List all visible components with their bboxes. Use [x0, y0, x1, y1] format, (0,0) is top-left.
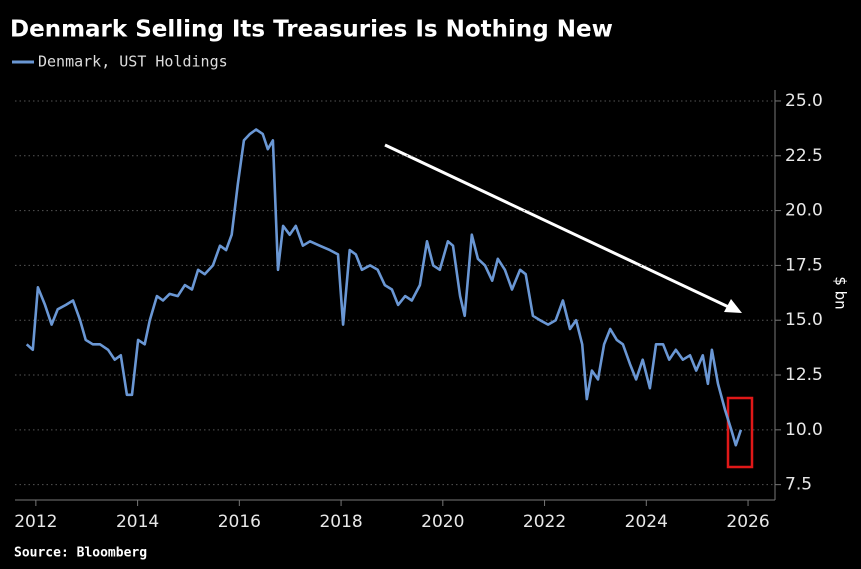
data-line — [25, 128, 743, 447]
x-tick-label: 2022 — [523, 512, 566, 532]
y-tick-label: 12.5 — [785, 365, 823, 385]
x-tick-label: 2016 — [218, 512, 261, 532]
x-tick-label: 2024 — [625, 512, 668, 532]
x-tick-label: 2020 — [421, 512, 464, 532]
y-tick-label: 10.0 — [785, 420, 823, 440]
trend-arrow — [384, 143, 736, 312]
highlight-box — [726, 396, 754, 469]
source: Source: Bloomberg — [14, 546, 147, 561]
x-tick-label: 2018 — [319, 512, 362, 532]
y-tick-label: 7.5 — [785, 475, 812, 495]
x-tick-label: 2014 — [116, 512, 159, 532]
arrow-head — [724, 299, 742, 313]
y-tick-label: 22.5 — [785, 146, 823, 166]
y-tick-label: 25.0 — [785, 91, 823, 111]
chart-title: Denmark Selling Its Treasuries Is Nothin… — [10, 17, 613, 43]
y-axis-label: $ bn — [832, 276, 850, 309]
y-tick-label: 15.0 — [785, 310, 823, 330]
x-tick-label: 2026 — [726, 512, 769, 532]
x-tick-label: 2012 — [14, 512, 57, 532]
y-tick-label: 17.5 — [785, 255, 823, 275]
y-tick-label: 20.0 — [785, 201, 823, 221]
legend-label: Denmark, UST Holdings — [38, 53, 228, 71]
